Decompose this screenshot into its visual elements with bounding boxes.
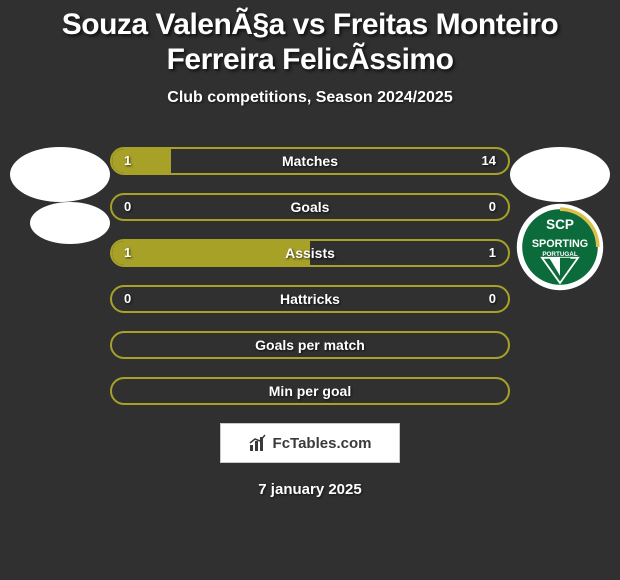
stat-bar: Assists11 bbox=[110, 239, 510, 267]
stat-bar: Goals00 bbox=[110, 193, 510, 221]
stat-bar-left bbox=[112, 241, 310, 265]
stat-bar: Matches114 bbox=[110, 147, 510, 175]
date-line: 7 january 2025 bbox=[0, 481, 620, 498]
stat-bar-right bbox=[171, 149, 508, 173]
stat-row: Goals per match bbox=[0, 331, 620, 359]
stat-row: Assists11 bbox=[0, 239, 620, 267]
stat-bar-right bbox=[112, 195, 508, 219]
stats-area: SCP SPORTING PORTUGAL Matches114Goals00A… bbox=[0, 147, 620, 405]
stat-row: Hattricks00 bbox=[0, 285, 620, 313]
watermark-text: FcTables.com bbox=[273, 435, 372, 452]
stat-bar: Goals per match bbox=[110, 331, 510, 359]
stat-row: Goals00 bbox=[0, 193, 620, 221]
chart-icon bbox=[249, 434, 267, 452]
page-title: Souza ValenÃ§a vs Freitas Monteiro Ferre… bbox=[0, 0, 620, 77]
stat-bar: Min per goal bbox=[110, 377, 510, 405]
stat-bar-right bbox=[112, 379, 508, 403]
stat-row: Min per goal bbox=[0, 377, 620, 405]
stat-row: Matches114 bbox=[0, 147, 620, 175]
stat-bar-left bbox=[112, 149, 171, 173]
stat-bar-right bbox=[112, 333, 508, 357]
watermark-box: FcTables.com bbox=[220, 423, 401, 463]
subtitle: Club competitions, Season 2024/2025 bbox=[0, 89, 620, 107]
stat-bar-right bbox=[112, 287, 508, 311]
watermark: FcTables.com bbox=[0, 423, 620, 463]
stat-bar: Hattricks00 bbox=[110, 285, 510, 313]
stat-bar-right bbox=[310, 241, 508, 265]
